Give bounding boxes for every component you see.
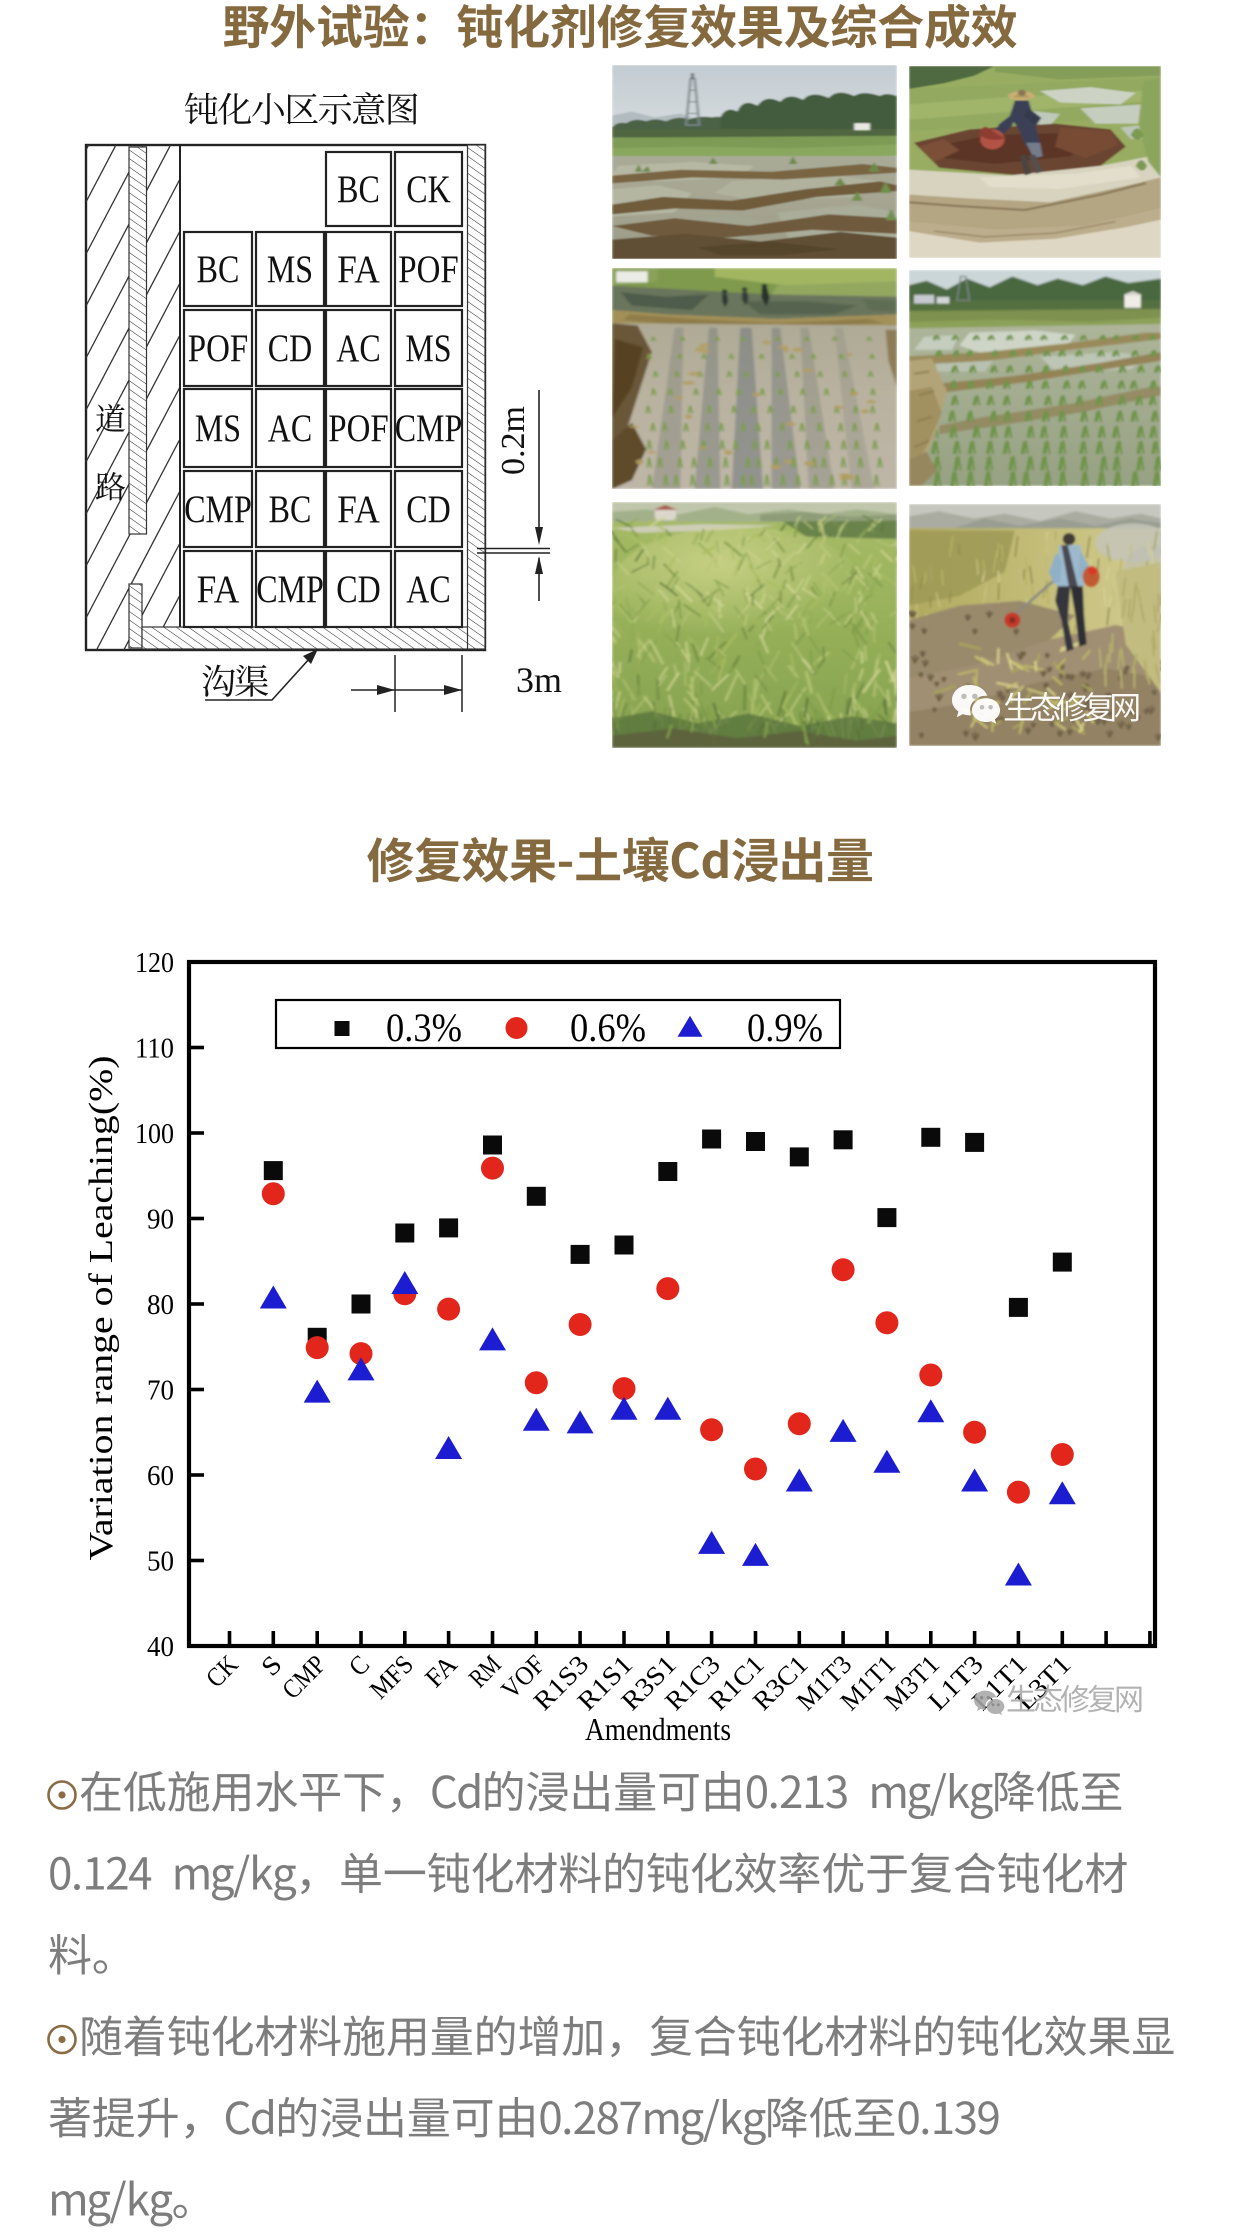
svg-text:BC: BC — [269, 488, 312, 531]
svg-text:110: 110 — [135, 1033, 174, 1065]
svg-text:50: 50 — [147, 1546, 174, 1578]
svg-text:CMP: CMP — [184, 488, 252, 531]
svg-text:MS: MS — [195, 407, 241, 450]
svg-text:AC: AC — [268, 407, 312, 450]
svg-text:Variation range of Leaching(%): Variation range of Leaching(%) — [83, 1056, 120, 1561]
svg-text:90: 90 — [147, 1204, 174, 1236]
svg-text:40: 40 — [147, 1631, 174, 1663]
svg-text:CD: CD — [406, 488, 450, 531]
svg-text:0.2m: 0.2m — [495, 406, 532, 475]
svg-text:0.3%: 0.3% — [386, 1005, 462, 1050]
svg-text:3m: 3m — [516, 660, 562, 700]
svg-text:CMP: CMP — [395, 407, 463, 450]
svg-text:POF: POF — [188, 327, 248, 370]
svg-text:BC: BC — [197, 248, 240, 291]
svg-text:FA: FA — [197, 568, 240, 611]
svg-text:CK: CK — [406, 168, 450, 211]
svg-text:80: 80 — [147, 1289, 174, 1321]
svg-text:CD: CD — [336, 568, 380, 611]
svg-text:MS: MS — [405, 327, 451, 370]
svg-text:120: 120 — [135, 947, 174, 979]
svg-text:FA: FA — [337, 248, 380, 291]
svg-text:Amendments: Amendments — [585, 1711, 731, 1747]
svg-text:60: 60 — [147, 1460, 174, 1492]
svg-text:AC: AC — [336, 327, 380, 370]
svg-text:0.6%: 0.6% — [570, 1005, 646, 1050]
svg-text:70: 70 — [147, 1375, 174, 1407]
svg-text:0.9%: 0.9% — [747, 1005, 823, 1050]
svg-text:CD: CD — [268, 327, 312, 370]
svg-text:MS: MS — [267, 248, 313, 291]
svg-text:FA: FA — [337, 488, 380, 531]
svg-text:BC: BC — [337, 168, 380, 211]
svg-text:POF: POF — [398, 248, 458, 291]
svg-text:AC: AC — [406, 568, 450, 611]
svg-text:100: 100 — [135, 1118, 174, 1150]
svg-text:POF: POF — [328, 407, 388, 450]
svg-text:CMP: CMP — [256, 568, 324, 611]
